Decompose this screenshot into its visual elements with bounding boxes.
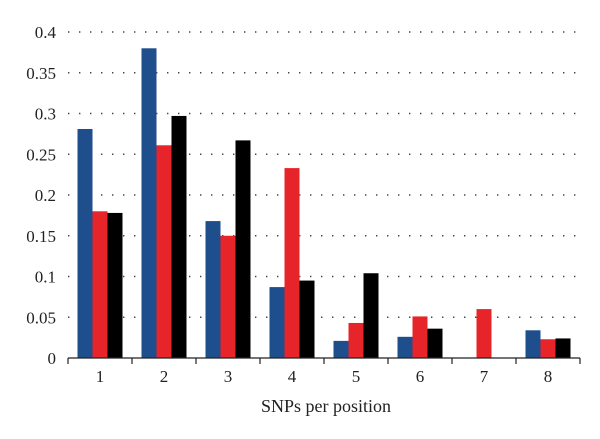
x-tick-label: 7	[480, 367, 489, 386]
x-tick-label: 1	[96, 367, 105, 386]
bar	[235, 140, 251, 358]
bar	[107, 212, 123, 358]
y-tick-label: 0.2	[35, 186, 56, 205]
x-tick-label: 4	[288, 367, 297, 386]
bar	[427, 328, 443, 358]
bar	[171, 115, 187, 358]
bars	[77, 48, 571, 359]
y-tick-label: 0.05	[26, 308, 56, 327]
y-tick-label: 0.35	[26, 64, 56, 83]
bar	[540, 339, 556, 358]
bar	[525, 330, 541, 358]
bar	[333, 340, 349, 358]
bar	[220, 235, 236, 358]
y-tick-label: 0.25	[26, 145, 56, 164]
bar	[555, 338, 571, 358]
y-tick-label: 0.15	[26, 227, 56, 246]
bar	[141, 48, 157, 359]
y-tick-label: 0.4	[35, 23, 57, 42]
x-tick-label: 6	[416, 367, 425, 386]
x-tick-labels: 1 2 3 4 5 6 7 8	[96, 367, 553, 386]
bar	[284, 168, 300, 358]
x-tick-label: 3	[224, 367, 233, 386]
bar	[348, 322, 364, 358]
bar	[205, 221, 221, 358]
bar	[77, 128, 93, 358]
axes	[67, 357, 581, 364]
y-tick-label: 0	[48, 349, 57, 368]
bar	[92, 211, 108, 358]
y-tick-label: 0.3	[35, 105, 56, 124]
bar	[476, 309, 492, 358]
bar	[299, 280, 315, 358]
bar	[397, 336, 413, 358]
x-tick-label: 5	[352, 367, 361, 386]
bar	[156, 145, 172, 358]
bar	[412, 316, 428, 358]
bar	[269, 287, 285, 358]
x-tick-label: 8	[544, 367, 553, 386]
y-tick-labels: 0 0.05 0.1 0.15 0.2 0.25 0.3 0.35 0.4	[26, 23, 56, 368]
x-axis-title: SNPs per position	[261, 396, 391, 416]
x-tick-label: 2	[160, 367, 169, 386]
y-tick-label: 0.1	[35, 268, 56, 287]
bar	[363, 273, 379, 358]
